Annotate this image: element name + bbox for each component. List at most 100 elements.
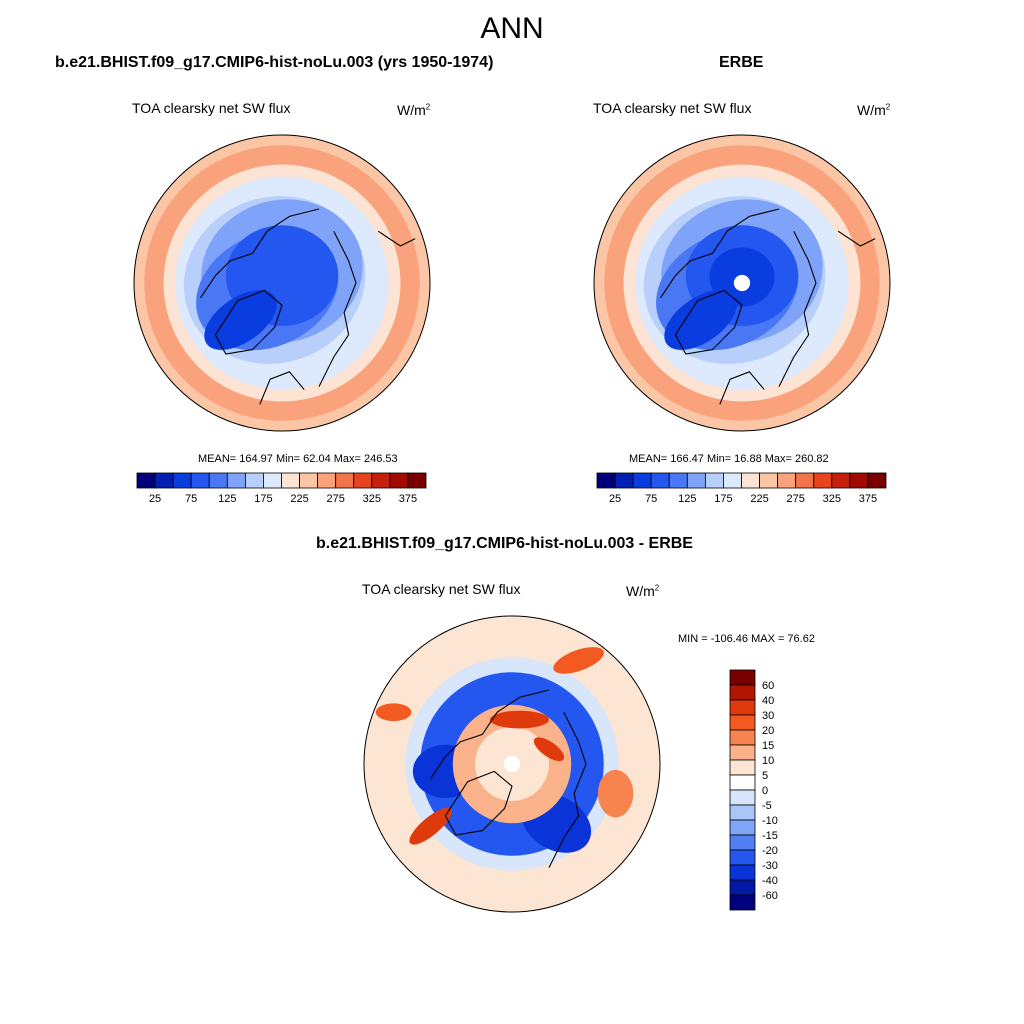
coastline xyxy=(674,289,743,355)
right-colorbar-tick-label: 175 xyxy=(714,493,732,505)
map-contour-band xyxy=(533,737,565,762)
figure-title: ANN xyxy=(480,12,544,45)
right-colorbar-swatch xyxy=(831,472,851,489)
right-colorbar-tick-label: 375 xyxy=(859,493,877,505)
coastline xyxy=(719,371,765,405)
right-colorbar-swatch xyxy=(614,472,634,489)
left-colorbar-swatch xyxy=(281,472,300,489)
map-contour-band xyxy=(553,647,604,674)
map-contour-band xyxy=(489,710,549,729)
left-colorbar-tick-label: 325 xyxy=(363,493,381,505)
right-colorbar-swatch xyxy=(723,472,742,489)
diff-colorbar-tick-label: 5 xyxy=(762,770,768,782)
right-colorbar-tick-label: 75 xyxy=(645,493,657,505)
left-colorbar-tick-label: 75 xyxy=(185,493,197,505)
coastline xyxy=(548,711,587,868)
coastline xyxy=(214,289,283,355)
left-colorbar-swatch xyxy=(154,472,174,489)
diff-stats-label: MIN = -106.46 MAX = 76.62 xyxy=(678,633,815,645)
diff-colorbar-swatch xyxy=(729,669,756,686)
pole-hole xyxy=(503,755,521,773)
diff-colorbar-tick-label: -15 xyxy=(762,830,778,842)
coastline xyxy=(660,208,780,299)
left-colorbar-swatch xyxy=(335,472,355,489)
coastline xyxy=(200,208,320,299)
map-border xyxy=(133,134,431,432)
left-colorbar-tick-label: 225 xyxy=(290,493,308,505)
greenland-low xyxy=(664,290,737,350)
diff-panel-title: b.e21.BHIST.f09_g17.CMIP6-hist-noLu.003 … xyxy=(316,535,693,552)
coastline xyxy=(318,230,357,387)
right-colorbar-swatch xyxy=(795,472,815,489)
map-contour-band xyxy=(597,769,634,818)
left-colorbar-swatch xyxy=(208,472,228,489)
right-colorbar-tick-label: 325 xyxy=(823,493,841,505)
left-colorbar-swatch xyxy=(371,472,391,489)
left-colorbar-tick-label: 25 xyxy=(149,493,161,505)
left-colorbar-swatch xyxy=(407,472,427,489)
polar-map-0 xyxy=(134,135,430,431)
right-colorbar-swatch xyxy=(650,472,670,489)
diff-colorbar-swatch xyxy=(729,864,756,881)
diff-colorbar-tick-label: -40 xyxy=(762,875,778,887)
diff-colorbar-tick-label: -20 xyxy=(762,845,778,857)
diff-colorbar-tick-label: -60 xyxy=(762,890,778,902)
right-colorbar-swatch xyxy=(632,472,652,489)
diff-colorbar-tick-label: 30 xyxy=(762,710,774,722)
left-colorbar-tick-label: 375 xyxy=(399,493,417,505)
map-contour-band xyxy=(375,703,412,722)
diff-variable-label: TOA clearsky net SW flux xyxy=(362,581,521,597)
diff-colorbar-swatch xyxy=(729,729,756,746)
diff-colorbar-tick-label: 20 xyxy=(762,725,774,737)
left-panel-title: b.e21.BHIST.f09_g17.CMIP6-hist-noLu.003 … xyxy=(55,54,494,71)
left-colorbar-swatch xyxy=(317,472,337,489)
map-border xyxy=(593,134,891,432)
diff-colorbar-swatch xyxy=(729,894,756,911)
left-colorbar-swatch xyxy=(244,472,264,489)
diff-colorbar-swatch xyxy=(729,834,756,851)
diff-colorbar-swatch xyxy=(729,714,756,731)
diff-colorbar-tick-label: 0 xyxy=(762,785,768,797)
diff-colorbar-swatch xyxy=(729,744,756,761)
right-colorbar-swatch xyxy=(759,472,779,489)
left-units-label: W/m2 xyxy=(397,102,431,118)
right-colorbar-swatch xyxy=(741,472,760,489)
diff-colorbar-swatch xyxy=(729,849,756,866)
left-colorbar-swatch xyxy=(299,472,319,489)
right-colorbar-swatch xyxy=(813,472,833,489)
left-stats-label: MEAN= 164.97 Min= 62.04 Max= 246.53 xyxy=(198,453,398,465)
right-stats-label: MEAN= 166.47 Min= 16.88 Max= 260.82 xyxy=(629,453,829,465)
right-colorbar-tick-label: 275 xyxy=(787,493,805,505)
map-contour-band xyxy=(409,807,452,845)
left-colorbar-swatch xyxy=(190,472,210,489)
left-variable-label: TOA clearsky net SW flux xyxy=(132,100,291,116)
right-units-label: W/m2 xyxy=(857,102,891,118)
diff-colorbar-swatch xyxy=(729,879,756,896)
right-colorbar-swatch xyxy=(596,472,616,489)
left-colorbar-tick-label: 275 xyxy=(327,493,345,505)
coastline xyxy=(444,770,513,836)
coastline xyxy=(837,230,876,247)
diff-colorbar-tick-label: 60 xyxy=(762,680,774,692)
right-colorbar-swatch xyxy=(668,472,688,489)
diff-colorbar-tick-label: 15 xyxy=(762,740,774,752)
right-colorbar-swatch xyxy=(686,472,706,489)
right-panel-title: ERBE xyxy=(719,54,764,71)
left-colorbar-swatch xyxy=(353,472,373,489)
map-border xyxy=(363,615,661,913)
pole-hole xyxy=(733,274,751,292)
left-colorbar-tick-label: 125 xyxy=(218,493,236,505)
right-colorbar-tick-label: 25 xyxy=(609,493,621,505)
diff-colorbar-swatch xyxy=(729,684,756,701)
coastline xyxy=(259,371,305,405)
diff-colorbar-tick-label: -10 xyxy=(762,815,778,827)
right-colorbar-swatch xyxy=(849,472,869,489)
left-colorbar-swatch xyxy=(263,472,282,489)
polar-map-diff xyxy=(364,616,660,912)
left-colorbar-swatch xyxy=(136,472,156,489)
diff-colorbar-swatch xyxy=(729,804,756,821)
diff-colorbar-swatch xyxy=(729,789,756,806)
diff-colorbar-tick-label: 40 xyxy=(762,695,774,707)
left-colorbar-tick-label: 175 xyxy=(254,493,272,505)
